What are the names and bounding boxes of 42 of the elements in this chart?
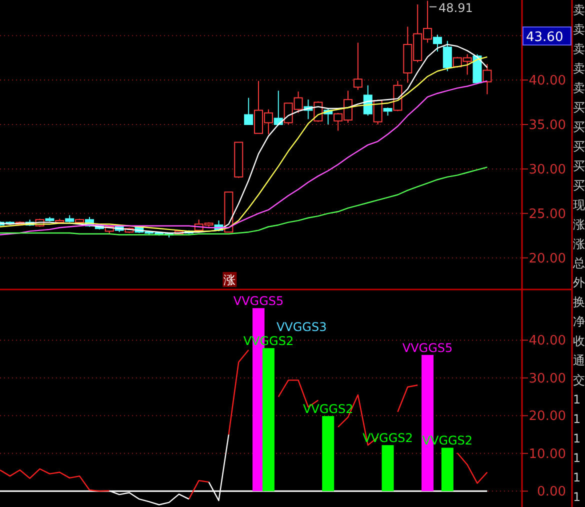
- text: 通: [573, 354, 585, 368]
- text: 涨: [573, 236, 585, 251]
- text: 卖: [573, 61, 585, 76]
- y-tick-label: 0.00: [537, 484, 566, 500]
- text: 收: [573, 334, 585, 348]
- y-tick-label: 20.00: [528, 251, 566, 266]
- text: 1: [573, 490, 581, 504]
- text: 卖: [573, 80, 585, 95]
- text: 外: [573, 276, 585, 290]
- text: 买: [573, 120, 585, 134]
- text: 买: [573, 178, 585, 192]
- text: 现: [573, 198, 585, 212]
- y-tick-label: 40.00: [528, 334, 566, 349]
- text: 43.60: [526, 30, 564, 45]
- annotation: 48.91: [438, 0, 473, 15]
- y-tick-label: 20.00: [528, 409, 566, 424]
- text: 1: [573, 432, 581, 446]
- data-label: VVGGS5: [233, 294, 284, 308]
- text: 买: [573, 100, 585, 114]
- y-tick-label: 25.00: [528, 206, 566, 222]
- text: 交: [573, 373, 585, 388]
- text: 卖: [573, 42, 585, 56]
- y-tick-label: 35.00: [528, 118, 566, 133]
- annotation: 涨: [224, 273, 236, 287]
- text: 换: [573, 295, 585, 310]
- data-label: VVGGS5: [402, 340, 453, 355]
- text: 1: [573, 412, 581, 426]
- text: 总: [572, 256, 585, 270]
- text: 1: [573, 392, 581, 407]
- text: 涨: [573, 217, 585, 232]
- y-tick-label: 40.00: [528, 74, 566, 89]
- text: 卖: [573, 22, 585, 36]
- text: 1: [573, 451, 581, 466]
- text: 买: [573, 139, 585, 154]
- annotation: VVGGS3: [276, 320, 327, 334]
- text: 卖: [573, 3, 585, 17]
- y-tick-label: 30.00: [528, 371, 566, 386]
- text: 1: [573, 470, 581, 485]
- y-tick-label: 10.00: [528, 446, 566, 462]
- text: 净: [573, 314, 585, 329]
- y-tick-label: 30.00: [528, 162, 566, 178]
- text: 买: [573, 158, 585, 173]
